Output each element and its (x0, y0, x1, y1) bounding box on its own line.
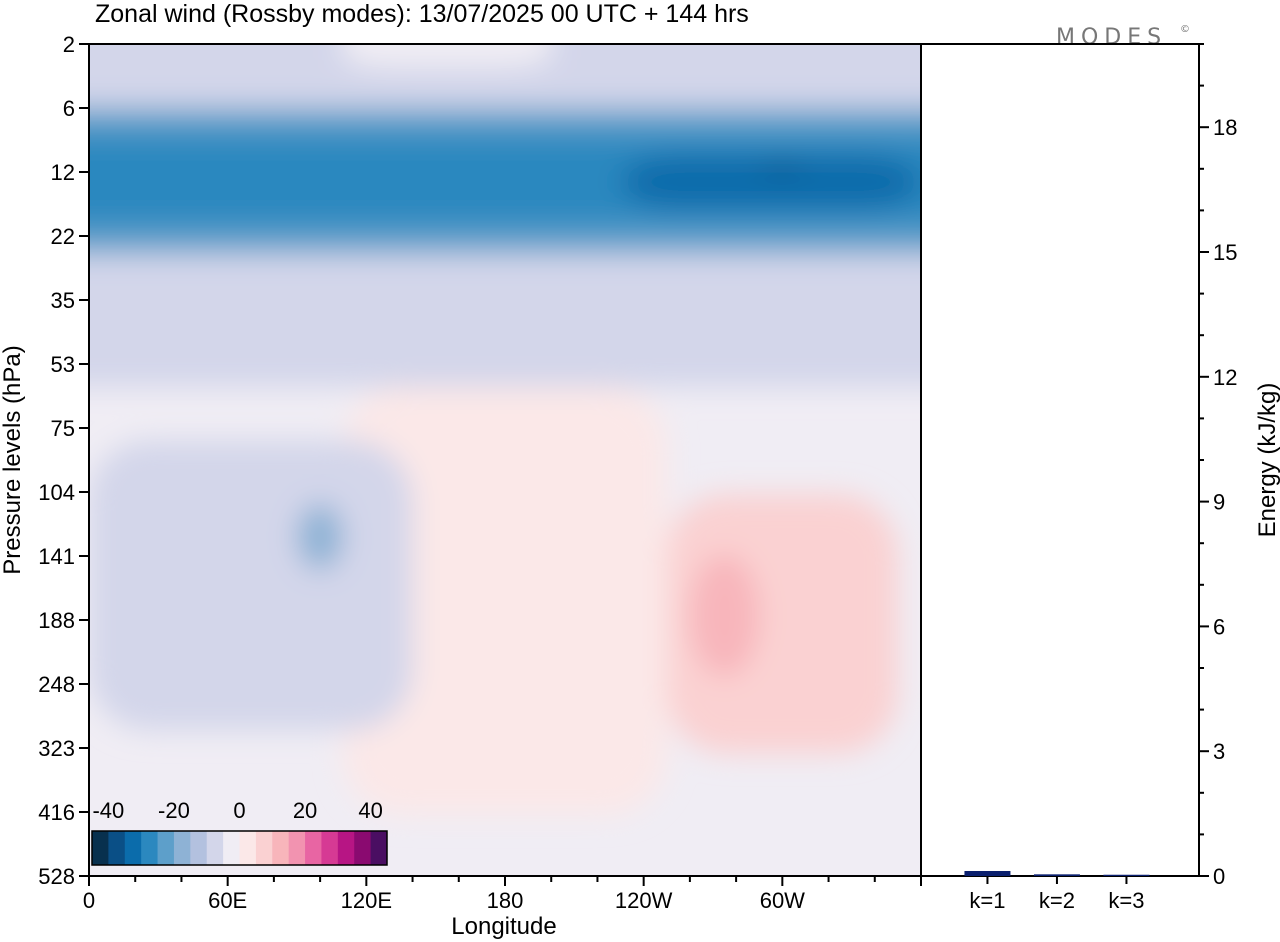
field-region (297, 503, 344, 570)
field-region (227, 503, 390, 646)
colorbar-frame (91, 830, 388, 866)
colorbar-swatch (337, 831, 355, 865)
modes-logo: MODES © (1056, 24, 1190, 50)
y-tick-label: 188 (38, 608, 75, 633)
bar-category-label: k=1 (969, 888, 1005, 913)
x-axis-label: Longitude (451, 913, 556, 940)
colorbar-swatch (239, 831, 257, 865)
colorbar-swatch (370, 831, 388, 865)
modes-logo-text: MODES (1056, 25, 1167, 50)
colorbar-label: -40 (92, 798, 124, 823)
colorbar-swatch (272, 831, 290, 865)
colorbar-swatch (92, 831, 109, 865)
field-region (343, 386, 667, 815)
x-tick-label: 0 (83, 888, 95, 913)
y-tick-label: 104 (38, 480, 75, 505)
energy-bars: k=1 k=2 k=3 (964, 871, 1150, 913)
colorbar-swatch (321, 831, 339, 865)
y-tick-label: 416 (38, 800, 75, 825)
field-region (689, 554, 760, 677)
x-tick-label: 60W (760, 888, 805, 913)
y-tick-label: 248 (38, 672, 75, 697)
colorbar-label: 0 (233, 798, 245, 823)
y-tick-label: 22 (51, 224, 75, 249)
energy-panel (921, 43, 1200, 877)
y-axis-label: Pressure levels (hPa) (0, 345, 26, 574)
colorbar-swatch (173, 831, 191, 865)
energy-tick-label: 9 (1213, 490, 1225, 515)
energy-bar (964, 871, 1011, 876)
chart-title: Zonal wind (Rossby modes): 13/07/2025 00… (95, 0, 749, 28)
colorbar-swatch (206, 831, 224, 865)
colorbar-swatch (108, 831, 126, 865)
y-tick-label: 35 (51, 288, 75, 313)
colorbar-swatch (354, 831, 372, 865)
y-tick-label: 12 (51, 160, 75, 185)
energy-tick-label: 0 (1213, 864, 1225, 889)
y-tick-label: 6 (63, 96, 75, 121)
colorbar-label: -20 (158, 798, 190, 823)
colorbar: -40 -20 0 20 40 (91, 798, 388, 866)
zonal-wind-field (89, 44, 921, 876)
y-tick-label: 528 (38, 864, 75, 889)
energy-tick-label: 12 (1213, 365, 1237, 390)
x-tick-label: 60E (208, 888, 247, 913)
colorbar-label: 20 (293, 798, 317, 823)
y-tick-label: 2 (63, 32, 75, 57)
colorbar-swatch (141, 831, 159, 865)
field-region (343, 44, 552, 68)
colorbar-swatch (305, 831, 322, 865)
bar-category-label: k=2 (1039, 888, 1075, 913)
y-tick-label: 75 (51, 416, 75, 441)
colorbar-swatch (124, 831, 142, 865)
y-tick-label: 53 (51, 352, 75, 377)
energy-axis-label: Energy (kJ/kg) (1254, 383, 1280, 538)
energy-tick-label: 15 (1213, 240, 1237, 265)
pressure-axis: 2 6 12 22 35 53 75 104 141 188 248 323 416 528 (38, 32, 89, 889)
field-region (759, 163, 806, 172)
colorbar-label: 40 (358, 798, 382, 823)
y-tick-label: 323 (38, 736, 75, 761)
y-tick-label: 141 (38, 544, 75, 569)
colorbar-swatch (190, 831, 208, 865)
energy-bar (1103, 874, 1150, 876)
colorbar-swatch (157, 831, 175, 865)
colorbar-swatch (288, 831, 306, 865)
x-tick-label: 120E (341, 888, 392, 913)
energy-tick-label: 3 (1213, 739, 1225, 764)
colorbar-swatch (223, 831, 240, 865)
bar-category-label: k=3 (1108, 888, 1144, 913)
energy-tick-label: 6 (1213, 614, 1225, 639)
modes-logo-mark: © (1180, 24, 1190, 35)
x-tick-label: 120W (615, 888, 673, 913)
energy-axis: 0 3 6 9 12 15 18 (1199, 43, 1237, 889)
field-region (620, 155, 921, 209)
energy-tick-label: 18 (1213, 115, 1237, 140)
energy-bar (1033, 874, 1080, 876)
colorbar-swatch (255, 831, 273, 865)
x-tick-label: 180 (487, 888, 524, 913)
longitude-axis: 0 60E 120E 180 120W 60W (83, 876, 922, 913)
